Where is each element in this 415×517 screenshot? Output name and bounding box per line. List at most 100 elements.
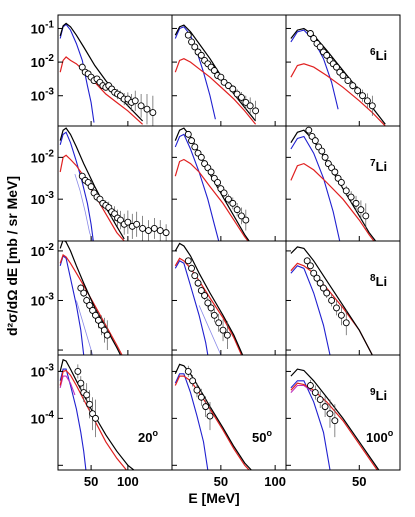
data-point [189,377,197,385]
data-point [207,304,215,312]
data-point [331,168,339,176]
data-point [316,43,324,51]
black-curve [290,27,386,125]
red-curve [59,154,125,241]
data-point [133,220,141,228]
data-point [363,97,371,105]
data-point [194,279,202,287]
red-curve [59,253,123,355]
angle-label: 20o [138,428,158,445]
data-point [184,130,192,138]
data-point [333,304,340,312]
data-point [139,225,147,232]
data-point [306,262,314,270]
y-tick-label: 10-1 [31,19,55,36]
data-point [339,72,347,79]
data-point [197,51,205,59]
data-point [162,229,170,237]
x-tick-label: 100 [264,474,286,489]
panel: 10-2 10-3 [31,125,173,242]
data-point [316,396,324,404]
blue-curve [59,368,87,470]
red-curve [59,369,127,470]
x-tick-label: 100 [117,474,139,489]
data-point [347,193,355,201]
data-point [217,73,225,81]
data-point [156,227,164,234]
data-point [316,279,324,287]
data-point [117,216,124,224]
y-tick-label: 10-3 [31,291,55,308]
data-point [306,30,314,37]
panel [171,240,287,356]
data-point [252,107,260,115]
y-tick-label: 10-3 [31,362,55,379]
red-curve [290,63,386,126]
magenta-curve [290,384,315,394]
data-point [74,367,82,375]
data-point [149,109,157,116]
data-point [191,272,199,280]
data-point [344,77,352,85]
panel: 50 9Li 100o [285,354,401,489]
data-point [333,63,340,71]
data-point [246,102,254,110]
black-curve [174,127,250,241]
data-point [349,82,357,90]
blue-curve [174,260,209,355]
data-point [328,297,336,304]
x-axis-title: E [MeV] [188,490,239,506]
data-point [184,257,192,265]
panel [171,14,287,127]
plot-area [290,246,373,355]
data-point [318,147,326,155]
plot-area [290,368,380,470]
data-point [193,386,201,394]
data-point [103,331,111,339]
data-point [223,331,231,339]
data-point [191,43,199,51]
panel: 10-2 10-3 [31,240,173,356]
data-point [197,287,205,295]
data-point [184,367,192,375]
data-point [92,414,99,422]
y-tick-label: 10-3 [31,87,55,104]
data-point [357,206,365,214]
data-point [321,403,329,411]
plot-area [59,241,123,355]
data-point [303,257,311,265]
data-point [310,269,318,277]
data-point [201,292,209,299]
black-curve [174,242,244,355]
data-point [321,153,329,161]
blue-curve [174,133,220,241]
panel-frame [171,14,287,127]
isotope-label: 8Li [370,273,387,289]
plot-area [59,358,135,470]
plot-area [290,27,386,126]
data-point [311,137,319,145]
isotope-label: 9Li [370,387,387,403]
data-point [219,326,227,334]
data-point [197,153,205,161]
data-point [150,225,158,232]
black-curve [59,22,144,122]
data-point [188,137,195,145]
data-point [354,87,362,95]
plot-area [174,363,252,470]
data-point [362,212,370,220]
data-point [83,391,91,399]
data-point [77,379,85,387]
data-point [188,38,195,46]
data-point [342,187,350,195]
plot-area [174,127,250,241]
panel: 10-1 10-2 10-3 [31,14,173,127]
blue-curve [59,254,85,355]
data-point [131,97,139,105]
x-tick-label: 50 [352,474,366,489]
blue-curve [59,131,94,241]
data-point [215,319,223,327]
data-point [202,403,210,411]
red-curve [174,158,249,241]
data-point [323,289,331,297]
